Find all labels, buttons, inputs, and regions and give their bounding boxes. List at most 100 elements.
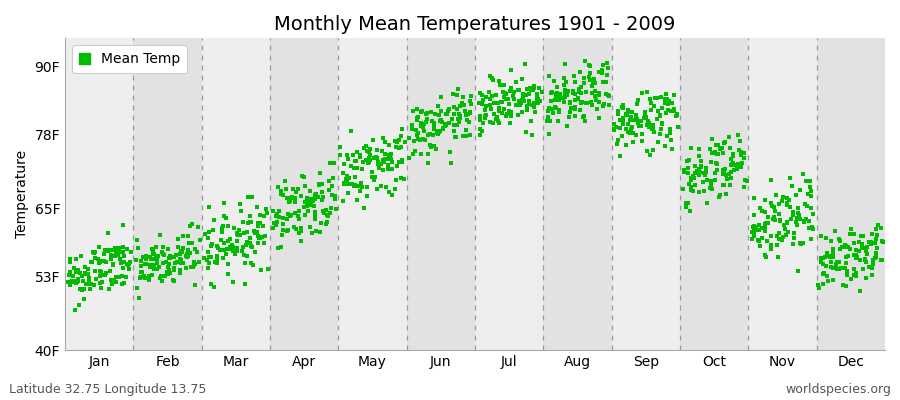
Point	[531, 100, 545, 106]
Point	[644, 100, 659, 106]
Point	[248, 229, 263, 236]
Point	[438, 123, 453, 129]
Point	[499, 96, 513, 102]
Point	[669, 112, 683, 119]
Point	[453, 115, 467, 121]
Point	[446, 104, 461, 110]
Point	[647, 129, 662, 135]
Point	[592, 92, 607, 98]
Point	[804, 236, 818, 242]
Point	[463, 109, 477, 115]
Point	[530, 95, 544, 101]
Point	[146, 251, 160, 258]
Point	[448, 134, 463, 140]
Point	[268, 220, 283, 226]
Point	[132, 275, 147, 282]
Point	[210, 257, 224, 264]
Point	[772, 217, 787, 223]
Point	[105, 261, 120, 268]
Point	[723, 182, 737, 189]
Point	[837, 241, 851, 248]
Point	[592, 115, 607, 122]
Point	[692, 146, 706, 152]
Point	[163, 254, 177, 261]
Point	[234, 248, 248, 254]
Point	[166, 278, 181, 284]
Point	[233, 232, 248, 238]
Point	[533, 98, 547, 104]
Point	[760, 238, 775, 244]
Point	[337, 180, 351, 187]
Point	[640, 122, 654, 128]
Point	[631, 120, 645, 126]
Point	[402, 155, 417, 161]
Point	[201, 234, 215, 241]
Point	[213, 247, 228, 253]
Point	[473, 126, 488, 132]
Point	[389, 177, 403, 183]
Point	[174, 260, 188, 266]
Point	[574, 90, 589, 96]
Point	[601, 64, 616, 71]
Point	[519, 92, 534, 98]
Point	[439, 122, 454, 129]
Point	[107, 276, 122, 283]
Point	[786, 210, 800, 216]
Point	[515, 76, 529, 82]
Point	[780, 229, 795, 235]
Point	[518, 128, 533, 135]
Point	[662, 106, 676, 113]
Point	[350, 182, 365, 189]
Point	[835, 244, 850, 250]
Point	[747, 227, 761, 234]
Point	[420, 151, 435, 157]
Point	[731, 132, 745, 138]
Point	[483, 119, 498, 126]
Point	[244, 260, 258, 266]
Point	[348, 158, 363, 164]
Point	[616, 102, 631, 108]
Point	[320, 212, 335, 218]
Point	[423, 142, 437, 148]
Point	[428, 126, 442, 132]
Point	[634, 118, 649, 124]
Point	[240, 253, 255, 259]
Point	[870, 221, 885, 228]
Point	[719, 190, 733, 197]
Point	[472, 117, 487, 123]
Point	[623, 130, 637, 136]
Point	[553, 94, 567, 100]
Point	[789, 215, 804, 221]
Point	[627, 117, 642, 124]
Point	[692, 189, 706, 195]
Point	[319, 207, 333, 213]
Point	[696, 179, 710, 186]
Point	[221, 271, 236, 278]
Point	[148, 266, 162, 272]
Point	[202, 254, 216, 260]
Point	[684, 175, 698, 181]
Point	[549, 104, 563, 111]
Point	[526, 104, 541, 111]
Point	[585, 90, 599, 97]
Point	[797, 217, 812, 224]
Point	[594, 67, 608, 73]
Point	[233, 200, 248, 207]
Point	[544, 97, 559, 104]
Point	[677, 167, 691, 173]
Point	[770, 192, 784, 198]
Point	[308, 192, 322, 198]
Point	[430, 130, 445, 136]
Point	[842, 230, 857, 237]
Point	[428, 146, 443, 152]
Point	[82, 279, 96, 285]
Point	[428, 110, 442, 117]
Point	[181, 233, 195, 239]
Point	[87, 249, 102, 256]
Point	[563, 109, 578, 115]
Point	[780, 220, 795, 226]
Point	[359, 156, 374, 163]
Point	[832, 238, 847, 244]
Point	[583, 76, 598, 83]
Point	[780, 200, 795, 206]
